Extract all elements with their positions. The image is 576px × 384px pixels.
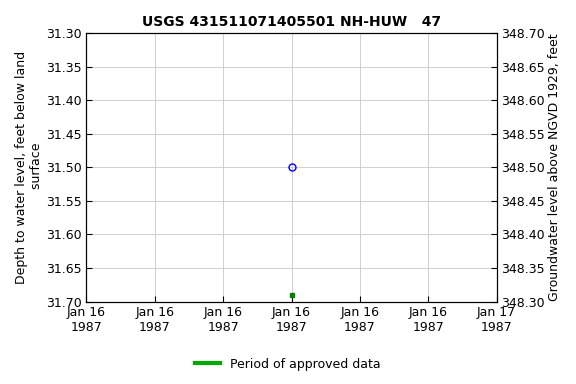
Y-axis label: Depth to water level, feet below land
 surface: Depth to water level, feet below land su… xyxy=(15,51,43,284)
Legend: Period of approved data: Period of approved data xyxy=(190,353,386,376)
Y-axis label: Groundwater level above NGVD 1929, feet: Groundwater level above NGVD 1929, feet xyxy=(548,33,561,301)
Title: USGS 431511071405501 NH-HUW   47: USGS 431511071405501 NH-HUW 47 xyxy=(142,15,441,29)
